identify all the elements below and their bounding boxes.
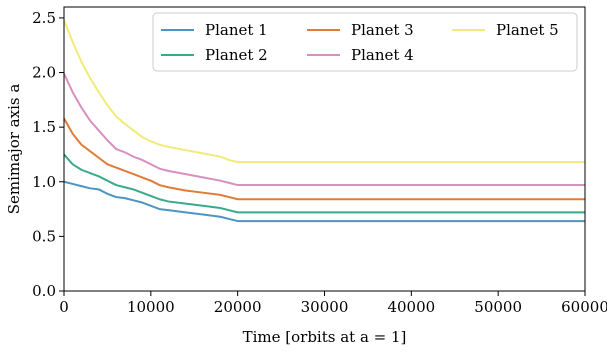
y-tick-label: 0.0 [32, 282, 56, 300]
series-line-planet-4 [63, 73, 585, 187]
legend: Planet 1 Planet 2 Planet 3 Planet 4 Planet 5 [152, 12, 578, 72]
legend-label-planet-5: Planet 5 [496, 21, 559, 39]
x-tick-label: 30000 [301, 298, 349, 316]
x-tick-label: 60000 [561, 298, 607, 316]
legend-label-planet-3: Planet 3 [351, 21, 414, 39]
series-line-planet-5 [63, 19, 585, 164]
legend-label-planet-2: Planet 2 [205, 46, 268, 64]
series-line-planet-1 [63, 180, 585, 223]
y-tick-label: 2.0 [32, 64, 56, 82]
legend-label-planet-4: Planet 4 [351, 46, 414, 64]
x-tick-label: 10000 [127, 298, 175, 316]
y-tick-label: 1.5 [32, 118, 56, 136]
series-line-planet-2 [63, 153, 585, 214]
y-tick-label: 1.0 [32, 173, 56, 191]
axes: 0 10000 20000 30000 40000 50000 60000 0.0 0.5 1.0… [32, 6, 607, 316]
x-tick-label: 40000 [387, 298, 435, 316]
x-tick-label: 0 [59, 298, 69, 316]
plot-area [63, 19, 585, 223]
x-tick-label: 20000 [214, 298, 262, 316]
y-tick-label: 2.5 [32, 9, 56, 27]
x-tick-label: 50000 [474, 298, 522, 316]
x-axis-label: Time [orbits at a = 1] [243, 328, 407, 346]
y-tick-label: 0.5 [32, 227, 56, 245]
series-line-planet-3 [63, 117, 585, 201]
y-axis-label: Semimajor axis a [5, 84, 23, 215]
legend-label-planet-1: Planet 1 [205, 21, 268, 39]
legend-box [152, 12, 578, 72]
